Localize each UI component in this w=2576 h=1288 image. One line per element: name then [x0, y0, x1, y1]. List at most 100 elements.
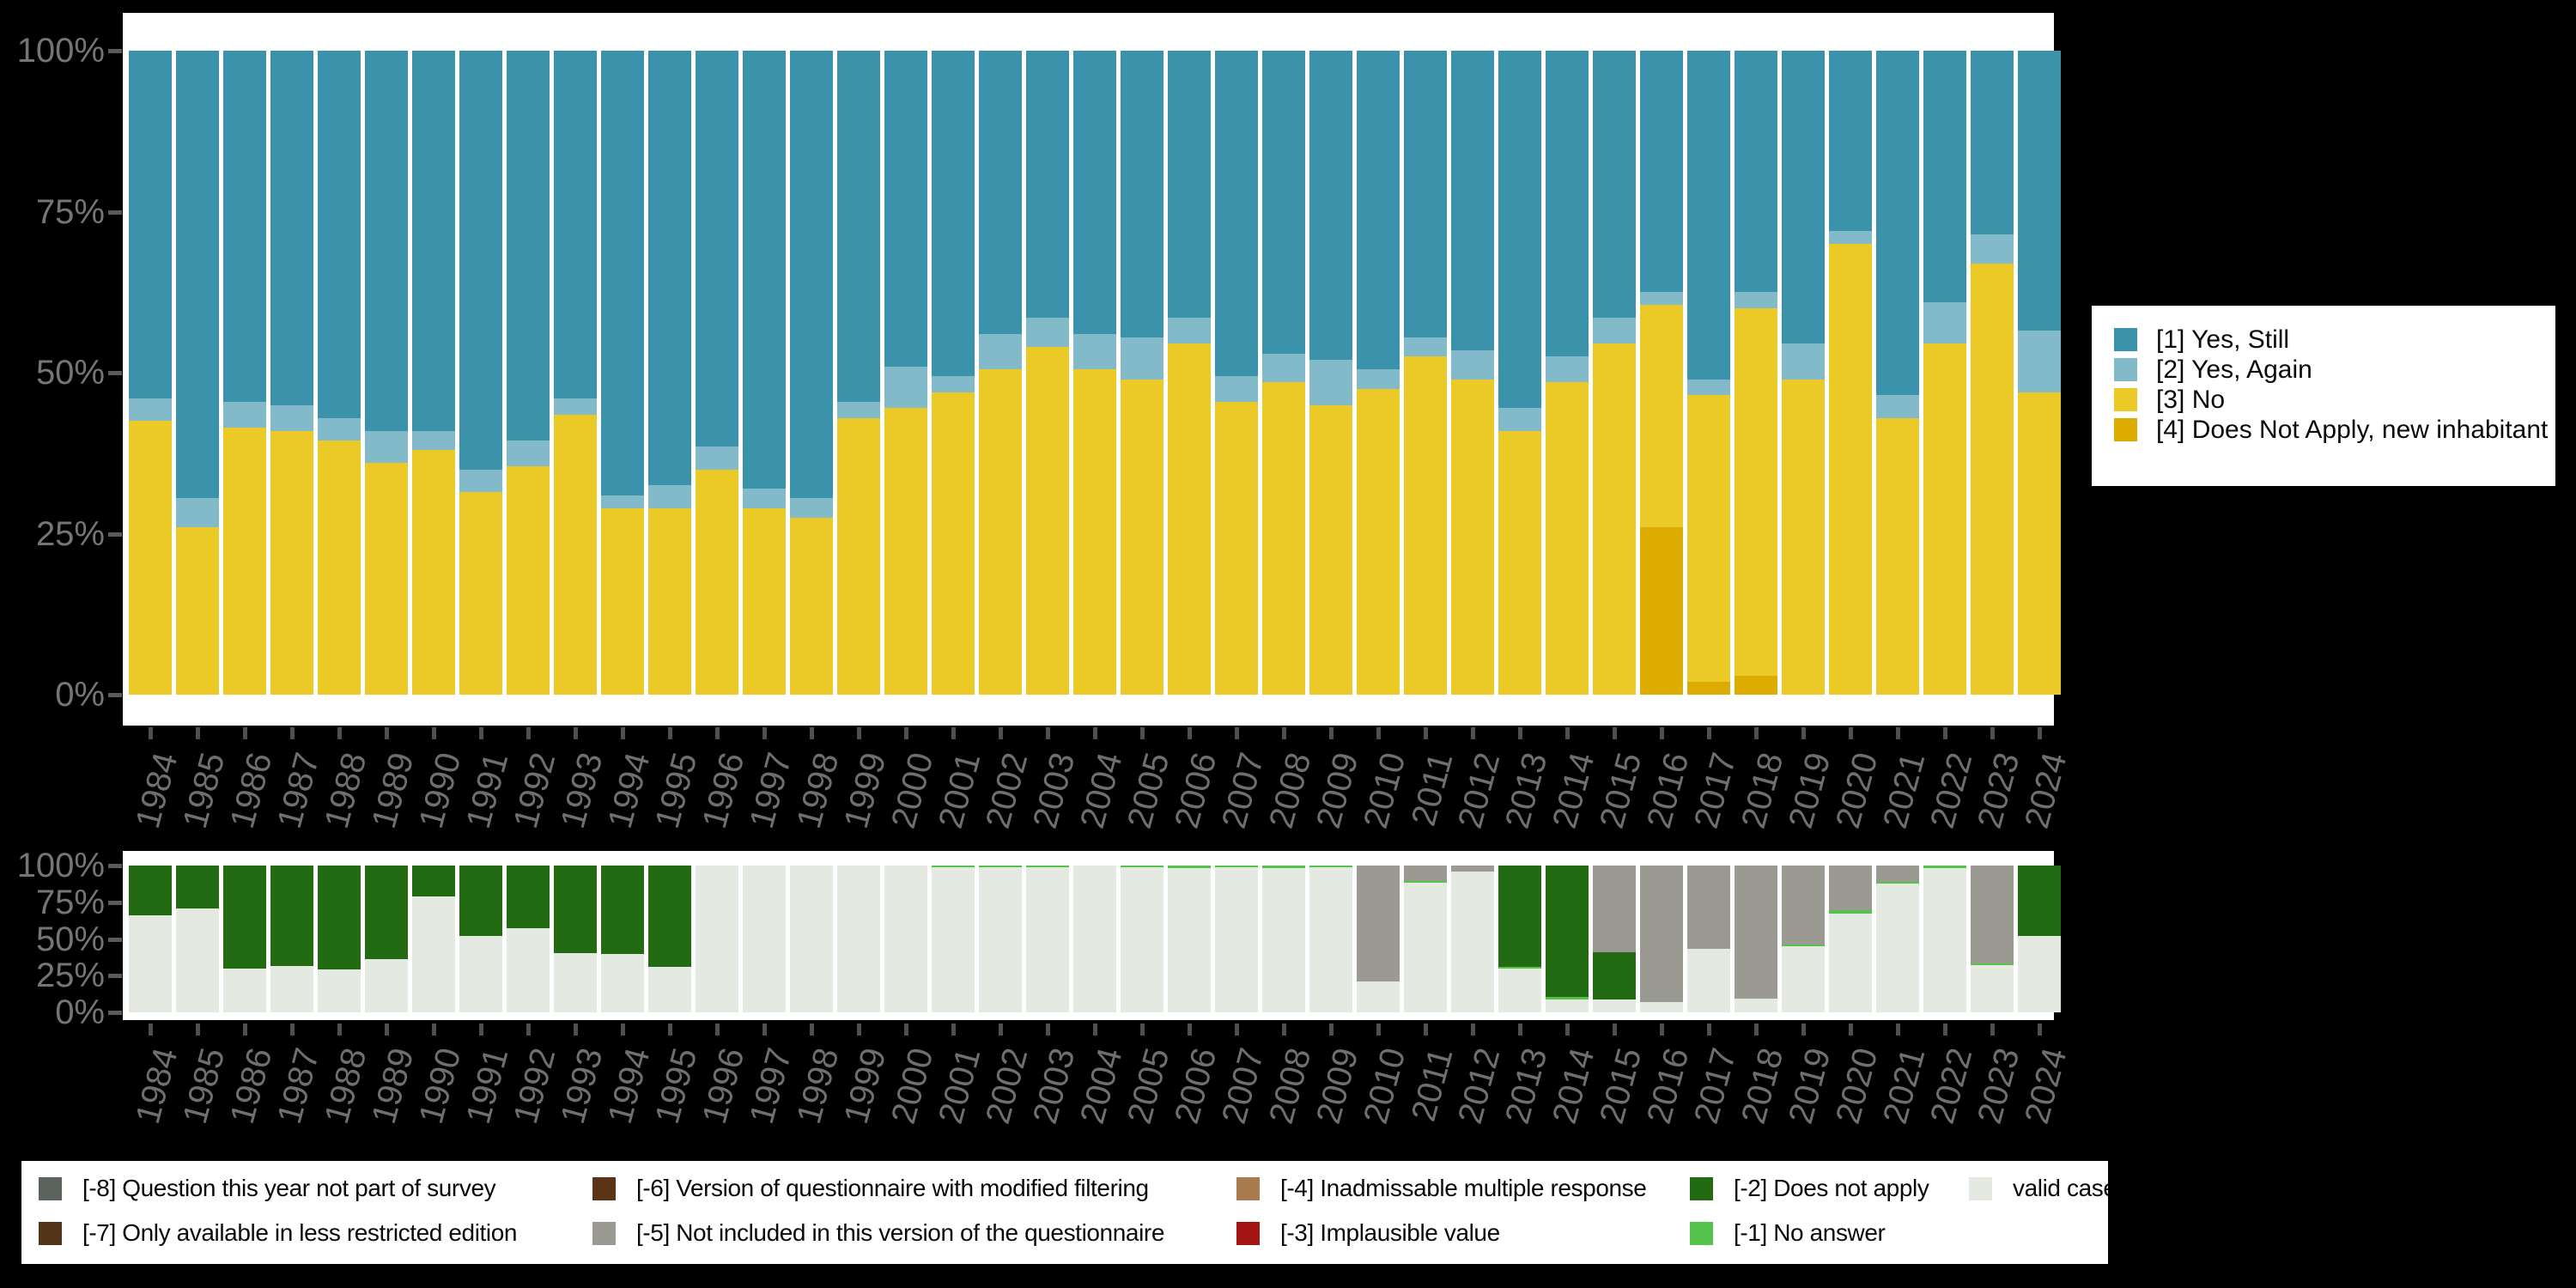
- x-tick-mark: [1896, 727, 1900, 739]
- bar-segment-2008-no_answer: [1262, 866, 1305, 868]
- y-tick-mark: [108, 937, 122, 942]
- bar-segment-2011-not_included: [1404, 866, 1447, 881]
- bar-segment-2022-no: [1923, 343, 1966, 696]
- bar-segment-2020-valid_cases: [1829, 914, 1872, 1012]
- missings-legend-item: [-3] Implausible value: [1236, 1219, 1500, 1247]
- bar-segment-1988-yes_again: [318, 417, 361, 440]
- bar-segment-2015-yes_still: [1593, 51, 1636, 319]
- bar-segment-1995-yes_again: [648, 485, 691, 508]
- bar-segment-2009-valid_cases: [1309, 866, 1352, 1012]
- bar-segment-1997-no: [743, 507, 786, 695]
- x-tick-mark: [1046, 1024, 1050, 1036]
- bar-segment-1989-yes_still: [365, 51, 408, 431]
- x-tick-mark: [1613, 1024, 1617, 1036]
- bar-segment-2013-yes_still: [1498, 51, 1541, 409]
- bar-segment-2017-does_not_apply_new: [1687, 682, 1730, 695]
- bar-segment-2020-not_included: [1829, 866, 1872, 911]
- x-tick-mark: [1093, 727, 1097, 739]
- bar-segment-2021-yes_again: [1876, 395, 1919, 418]
- bar-segment-2023-no_answer: [1971, 963, 2014, 966]
- legend-swatch: [2114, 358, 2137, 381]
- x-tick-mark: [1376, 727, 1381, 739]
- x-tick-mark: [1565, 1024, 1570, 1036]
- bar-segment-2013-no_answer: [1498, 967, 1541, 969]
- bar-segment-1986-no: [223, 427, 266, 696]
- x-tick-mark: [1613, 727, 1617, 739]
- bar-segment-2006-yes_still: [1168, 51, 1211, 319]
- bar-segment-2003-yes_again: [1026, 318, 1069, 348]
- bar-segment-1990-does_not_apply: [412, 866, 455, 896]
- bar-segment-2008-yes_again: [1262, 353, 1305, 383]
- bar-segment-2014-yes_again: [1546, 356, 1589, 383]
- bar-segment-2017-yes_still: [1687, 51, 1730, 380]
- bar-segment-2003-valid_cases: [1026, 866, 1069, 1012]
- x-tick-mark: [904, 727, 908, 739]
- bar-segment-1991-yes_still: [459, 51, 502, 470]
- bar-segment-1990-yes_still: [412, 51, 455, 431]
- bar-segment-2024-does_not_apply: [2018, 866, 2061, 937]
- bar-segment-2018-does_not_apply_new: [1735, 675, 1777, 695]
- x-tick-mark: [668, 727, 672, 739]
- bar-segment-2003-no_answer: [1026, 866, 1069, 867]
- bar-segment-2001-yes_still: [932, 51, 975, 376]
- x-tick-mark: [1235, 1024, 1239, 1036]
- bar-segment-2022-yes_still: [1923, 51, 1966, 302]
- bar-segment-1996-yes_again: [696, 447, 738, 470]
- bar-segment-1993-does_not_apply: [554, 866, 597, 953]
- bar-segment-1999-yes_again: [837, 401, 880, 418]
- legend-swatch: [592, 1221, 616, 1245]
- bar-segment-2014-yes_still: [1546, 51, 1589, 357]
- bar-segment-1986-yes_still: [223, 51, 266, 402]
- bar-segment-2004-no: [1073, 369, 1116, 696]
- bar-segment-2015-not_included: [1593, 866, 1636, 952]
- bar-segment-1990-no: [412, 450, 455, 695]
- y-tick-label: 50%: [35, 920, 105, 958]
- bar-segment-2001-yes_again: [932, 375, 975, 392]
- bar-segment-2020-no: [1829, 244, 1872, 695]
- x-tick-mark: [290, 727, 295, 739]
- bar-segment-2007-valid_cases: [1215, 866, 1258, 1012]
- legend-label: [-2] Does not apply: [1734, 1175, 1929, 1201]
- bar-segment-2007-yes_again: [1215, 375, 1258, 402]
- bar-segment-2002-no: [979, 369, 1022, 696]
- bar-segment-2015-valid_cases: [1593, 999, 1636, 1012]
- bar-segment-2012-no: [1451, 379, 1494, 695]
- x-tick-mark: [2038, 1024, 2042, 1036]
- x-tick-mark: [1518, 727, 1522, 739]
- bar-segment-2021-no_answer: [1876, 881, 1919, 884]
- bar-segment-1998-yes_still: [790, 51, 833, 499]
- legend-item: [3] No: [2092, 385, 2555, 415]
- bar-segment-2006-no: [1168, 343, 1211, 696]
- missings-legend-item: [-4] Inadmissable multiple response: [1236, 1175, 1647, 1202]
- bar-segment-2012-not_included: [1451, 866, 1494, 872]
- legend-label: [1] Yes, Still: [2156, 325, 2290, 354]
- x-tick-mark: [951, 727, 956, 739]
- x-tick-mark: [1754, 727, 1759, 739]
- x-tick-mark: [668, 1024, 672, 1036]
- bar-segment-2020-no_answer: [1829, 910, 1872, 914]
- x-tick-mark: [1424, 1024, 1428, 1036]
- x-tick-mark: [1518, 1024, 1522, 1036]
- bar-segment-2020-yes_still: [1829, 51, 1872, 231]
- x-tick-mark: [1849, 1024, 1853, 1036]
- y-tick-mark: [108, 532, 122, 537]
- bar-segment-2001-no: [932, 392, 975, 695]
- bar-segment-2017-valid_cases: [1687, 948, 1730, 1012]
- bar-segment-2023-not_included: [1971, 866, 2014, 963]
- bar-segment-2019-no: [1782, 379, 1825, 695]
- bar-segment-1996-no: [696, 469, 738, 695]
- bar-segment-2019-no_answer: [1782, 944, 1825, 947]
- x-tick-mark: [810, 1024, 814, 1036]
- bar-segment-2018-yes_again: [1735, 292, 1777, 309]
- bar-segment-1984-valid_cases: [129, 915, 172, 1012]
- bar-segment-2006-valid_cases: [1168, 868, 1211, 1012]
- missings-legend-item: [-8] Question this year not part of surv…: [39, 1175, 496, 1202]
- y-tick-mark: [108, 49, 122, 53]
- bar-segment-2017-not_included: [1687, 866, 1730, 949]
- bar-segment-1996-valid_cases: [696, 866, 738, 1012]
- x-tick-mark: [715, 727, 720, 739]
- bar-segment-1991-does_not_apply: [459, 866, 502, 937]
- bar-segment-1999-no: [837, 417, 880, 695]
- x-tick-mark: [149, 727, 153, 739]
- y-tick-mark: [108, 371, 122, 375]
